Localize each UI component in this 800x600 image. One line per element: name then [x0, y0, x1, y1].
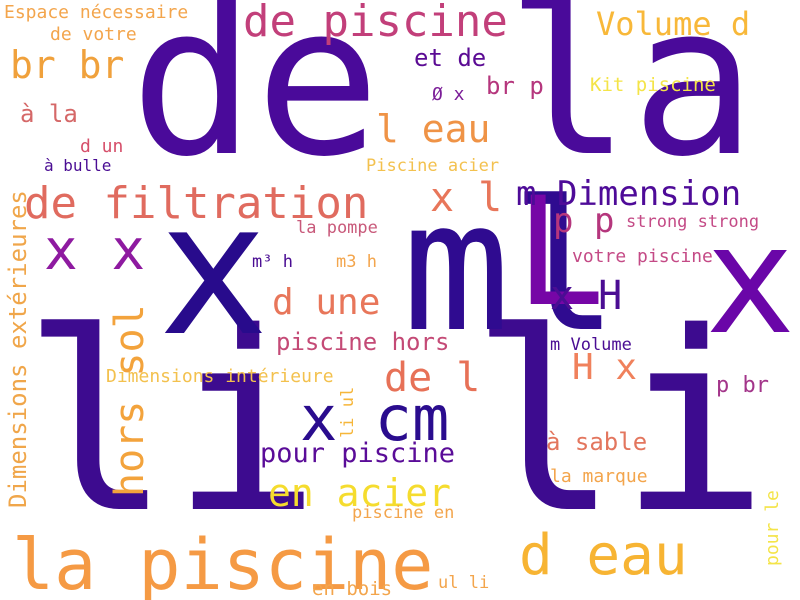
word: x l	[430, 175, 503, 221]
word: et de	[414, 44, 487, 72]
word: pour piscine	[260, 438, 456, 469]
word: Dimensions intérieure	[106, 366, 334, 387]
word: de filtration	[24, 178, 369, 229]
word: de piscine	[243, 0, 508, 47]
word: en acier	[268, 471, 452, 515]
word: Volume d	[596, 5, 751, 43]
word: de l	[384, 355, 481, 401]
word: Ø x	[432, 84, 465, 105]
word: br p	[486, 72, 544, 100]
word: strong strong	[626, 212, 760, 232]
word: à bulle	[44, 156, 112, 175]
word: x	[705, 194, 796, 368]
word: ml	[402, 163, 619, 372]
word: la marque	[550, 466, 648, 487]
word: de votre	[50, 24, 137, 45]
word: x cm	[300, 382, 450, 455]
word: l eau	[376, 107, 491, 151]
word: p br	[716, 373, 769, 398]
word: m Volume	[550, 335, 632, 355]
word: piscine hors	[276, 328, 450, 356]
word: votre piscine	[572, 246, 713, 267]
word: de la	[130, 0, 757, 203]
word: m³ h	[252, 252, 293, 272]
word: d un	[80, 136, 124, 157]
word: en bois	[312, 578, 393, 600]
word: ul li	[438, 573, 490, 593]
word: p p	[553, 201, 615, 241]
word: piscine en	[352, 503, 455, 523]
word: x H	[550, 273, 623, 319]
word: m3 h	[336, 252, 377, 272]
word: li li	[22, 280, 769, 568]
word: L	[515, 166, 606, 340]
word: la pompe	[296, 218, 378, 238]
word: Dimensions extérieures	[4, 190, 32, 508]
word: hors sol	[107, 304, 153, 497]
word: br br	[10, 43, 125, 87]
word: x	[158, 163, 269, 377]
word: x x	[44, 218, 146, 283]
word: d une	[272, 282, 381, 323]
word: Kit piscine	[590, 74, 716, 96]
word: d eau	[519, 523, 688, 588]
word: à la	[20, 100, 78, 128]
word: la piscine	[12, 524, 434, 600]
word: pour le	[762, 490, 783, 566]
word: li ul	[338, 386, 358, 438]
word: Espace nécessaire	[4, 2, 189, 23]
word: à sable	[546, 428, 648, 456]
word: H x	[572, 347, 638, 388]
word: m Dimension	[516, 174, 742, 214]
word: Piscine acier	[366, 156, 500, 176]
